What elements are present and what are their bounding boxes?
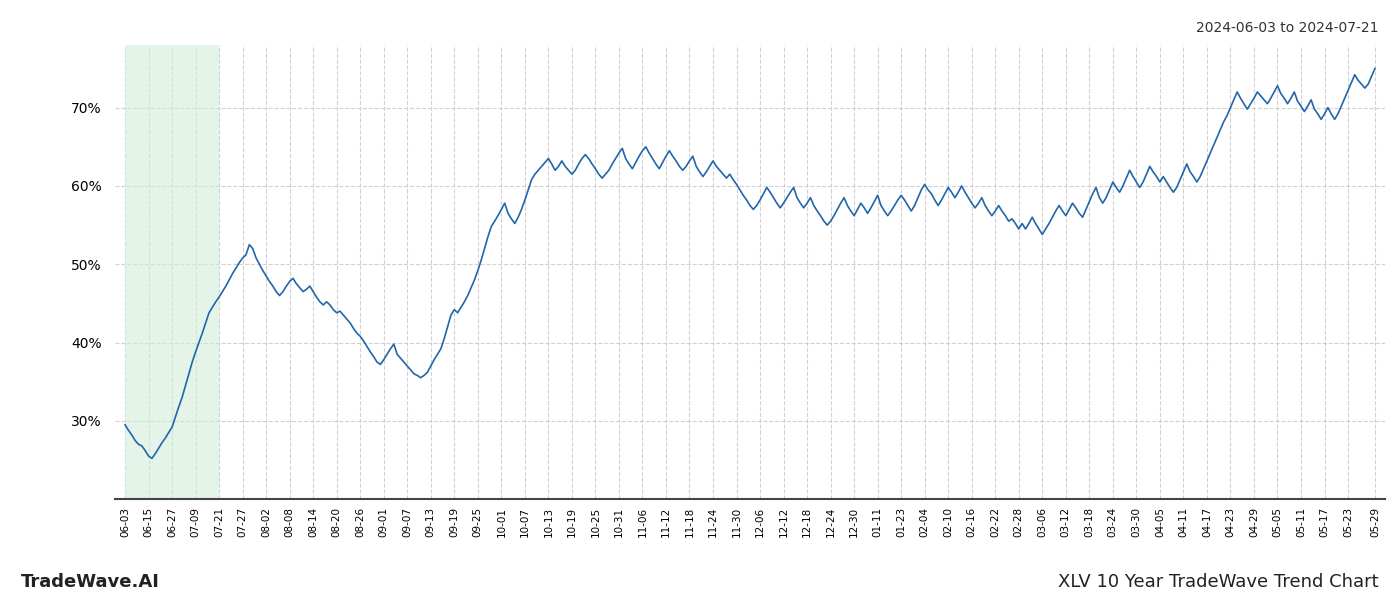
Text: 2024-06-03 to 2024-07-21: 2024-06-03 to 2024-07-21 xyxy=(1197,21,1379,35)
Text: TradeWave.AI: TradeWave.AI xyxy=(21,573,160,591)
Text: XLV 10 Year TradeWave Trend Chart: XLV 10 Year TradeWave Trend Chart xyxy=(1058,573,1379,591)
Bar xyxy=(125,45,220,499)
